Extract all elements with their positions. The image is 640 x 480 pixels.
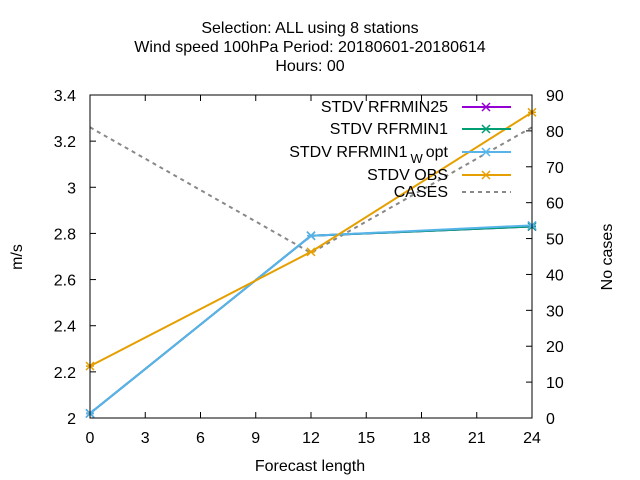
series-point (306, 247, 316, 257)
x-tick-label: 21 (468, 430, 486, 447)
y-tick-label: 2 (67, 411, 76, 428)
y-axis-label: m/s (9, 244, 26, 270)
title-line-2: Wind speed 100hPa Period: 20180601-20180… (134, 39, 485, 56)
y-tick-label: 2.2 (54, 365, 76, 382)
y2-tick-label: 40 (546, 267, 564, 284)
y2-tick-label: 30 (546, 303, 564, 320)
y-tick-label: 3.4 (54, 88, 76, 105)
x-tick-label: 3 (141, 430, 150, 447)
y-tick-label: 2.8 (54, 226, 76, 243)
y2-axis-label: No cases (599, 224, 616, 291)
x-axis-label: Forecast length (255, 458, 365, 475)
y2-tick-label: 0 (546, 411, 555, 428)
legend-marker (481, 170, 491, 180)
legend-entry-3: STDV OBS (367, 167, 511, 184)
series-line (89, 225, 533, 415)
x-tick-label: 0 (86, 430, 95, 447)
legend-label: CASES (394, 184, 448, 201)
legend-entry-1: STDV RFRMIN1 (330, 121, 511, 138)
title-line-3: Hours: 00 (275, 58, 344, 75)
series-line (89, 225, 533, 415)
x-tick-label: 15 (357, 430, 375, 447)
series-point (306, 231, 316, 241)
x-tick-label: 12 (302, 430, 320, 447)
legend-entry-0: STDV RFRMIN25 (321, 99, 511, 116)
legend-label: STDV RFRMIN1 (330, 121, 448, 138)
y2-tick-label: 80 (546, 124, 564, 141)
y-tick-label: 3 (67, 180, 76, 197)
y-tick-label: 2.4 (54, 319, 76, 336)
series-line (89, 224, 533, 415)
y2-tick-label: 50 (546, 232, 564, 249)
x-tick-label: 9 (251, 430, 260, 447)
y2-tick-label: 70 (546, 160, 564, 177)
y2-tick-label: 20 (546, 339, 564, 356)
x-tick-label: 24 (523, 430, 541, 447)
legend-marker (481, 124, 491, 134)
legend-label: STDV OBS (367, 167, 448, 184)
title-line-1: Selection: ALL using 8 stations (201, 20, 418, 37)
y-tick-label: 2.6 (54, 273, 76, 290)
y2-tick-label: 60 (546, 196, 564, 213)
y2-tick-label: 10 (546, 375, 564, 392)
legend-marker (481, 147, 491, 157)
chart-title: Selection: ALL using 8 stations Wind spe… (134, 20, 485, 75)
x-tick-label: 6 (196, 430, 205, 447)
legend-entry-4: CASES (394, 184, 511, 201)
legend-marker (481, 102, 491, 112)
y-tick-label: 3.2 (54, 134, 76, 151)
legend-label: STDV RFRMIN25 (321, 99, 448, 116)
y2-tick-label: 90 (546, 88, 564, 105)
x-tick-label: 18 (413, 430, 431, 447)
